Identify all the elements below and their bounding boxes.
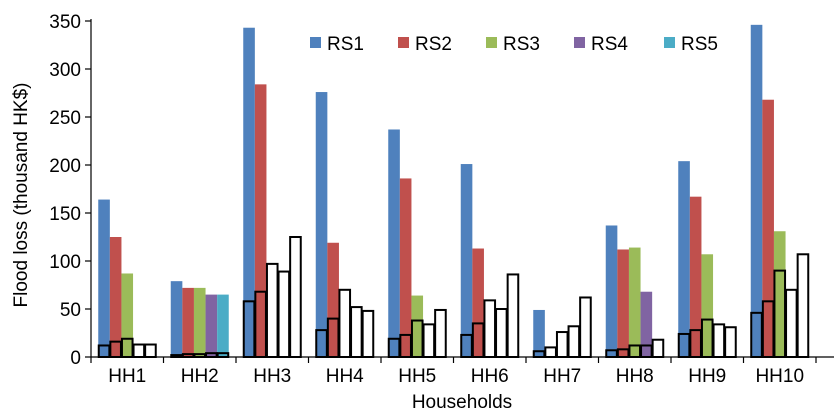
x-tick-label-hh2: HH2	[181, 366, 219, 387]
bar-rs1-hh1	[98, 199, 110, 357]
y-axis-title: Flood loss (thousand HK$)	[11, 83, 32, 308]
y-tick-label-150: 150	[49, 204, 81, 225]
bars-layer	[98, 24, 786, 358]
overlay-bar-rs5-hh10	[796, 253, 810, 358]
x-tick-label-hh1: HH1	[108, 366, 146, 387]
x-tick-label-hh8: HH8	[616, 366, 654, 387]
y-tick-label-200: 200	[49, 156, 81, 177]
overlay-bar-rs4-hh4	[350, 306, 363, 358]
bar-rs1-hh8	[605, 225, 618, 357]
bar-rs2-hh1	[109, 237, 122, 357]
overlay-bar-rs5-hh6	[506, 273, 520, 358]
bar-rs2-hh5	[399, 178, 412, 357]
bar-rs1-hh3	[243, 27, 255, 357]
overlay-bar-rs5-hh9	[724, 326, 737, 358]
x-tick-label-hh9: HH9	[688, 366, 726, 387]
bar-rs2-hh6	[472, 248, 484, 357]
overlay-bar-rs5-hh3	[289, 236, 302, 358]
bar-rs3-hh5	[411, 295, 424, 357]
x-tick-label-hh7: HH7	[543, 366, 581, 387]
overlay-bar-rs3-hh7	[555, 331, 569, 359]
overlay-bar-rs5-hh1	[144, 343, 157, 358]
overlay-bar-rs4-hh5	[422, 323, 436, 358]
bar-rs2-hh8	[617, 249, 629, 357]
legend-label-rs5: RS5	[681, 34, 718, 55]
legend-swatch-rs5	[664, 37, 675, 48]
y-tick-label-50: 50	[60, 300, 81, 321]
x-tick-label-hh10: HH10	[755, 366, 804, 387]
bar-rs3-hh2	[193, 287, 206, 357]
bar-rs2-hh4	[327, 242, 339, 357]
overlay-bar-rs3-hh4	[338, 288, 352, 358]
y-tick-label-0: 0	[70, 348, 81, 369]
legend-swatch-rs3	[486, 37, 497, 48]
bar-rs1-hh5	[388, 129, 400, 357]
legend-label-rs2: RS2	[415, 34, 452, 55]
x-tick-label-hh3: HH3	[253, 366, 291, 387]
y-tick-label-250: 250	[49, 108, 81, 129]
overlay-bar-rs4-hh3	[277, 270, 291, 358]
bar-rs1-hh7	[533, 309, 545, 357]
overlay-bar-rs3-hh6	[483, 299, 497, 358]
bar-rs3-hh8	[628, 247, 641, 357]
bar-rs2-hh10	[762, 99, 774, 357]
bar-rs1-hh2	[170, 281, 183, 357]
bar-rs5-hh2	[217, 294, 229, 357]
x-axis-title: Households	[412, 392, 512, 410]
legend-swatch-rs1	[310, 37, 321, 48]
overlay-bar-rs4-hh1	[132, 343, 146, 358]
bar-rs3-hh1	[121, 273, 134, 357]
bar-rs2-hh2	[182, 287, 194, 357]
overlay-bar-rs4-hh9	[712, 323, 726, 358]
overlay-bar-rs5-hh4	[361, 309, 375, 359]
bar-rs3-hh9	[701, 254, 714, 357]
overlay-bar-rs5-hh8	[651, 338, 665, 359]
y-tick-label-350: 350	[49, 12, 81, 33]
bar-rs2-hh9	[689, 196, 702, 357]
y-tick-label-300: 300	[49, 60, 81, 81]
legend-swatch-rs2	[398, 37, 409, 48]
x-tick-label-hh4: HH4	[326, 366, 364, 387]
legend-label-rs4: RS4	[591, 34, 628, 55]
y-tick-label-100: 100	[49, 252, 81, 273]
bar-rs1-hh10	[750, 24, 763, 358]
x-tick-label-hh6: HH6	[471, 366, 509, 387]
bar-rs1-hh4	[315, 92, 328, 357]
legend-swatch-rs4	[574, 37, 585, 48]
axes-layer: 0 50 100 150 200 250 300 350 HH1 HH2 HH3 HH4 HH5 HH6 H…	[49, 12, 834, 387]
legend: RS1 RS2 RS3 RS4 RS5	[310, 34, 718, 55]
bar-rs4-hh8	[640, 291, 653, 357]
overlay-bar-rs4-hh6	[495, 308, 508, 358]
overlay-bar-rs5-hh5	[434, 308, 447, 358]
overlay-bar-rs4-hh7	[567, 325, 581, 358]
bar-rs2-hh3	[254, 84, 267, 358]
bar-rs1-hh9	[678, 161, 690, 357]
x-tick-label-hh5: HH5	[398, 366, 436, 387]
bar-rs1-hh6	[460, 164, 473, 357]
overlay-bar-rs5-hh7	[579, 296, 592, 359]
legend-label-rs1: RS1	[327, 34, 364, 55]
bar-rs4-hh2	[205, 294, 218, 357]
bar-rs3-hh10	[773, 231, 786, 357]
overlay-bar-rs2-hh7	[544, 346, 557, 358]
legend-label-rs3: RS3	[503, 34, 540, 55]
overlay-bar-rs3-hh3	[265, 262, 279, 359]
overlay-bar-rs4-hh10	[785, 288, 798, 358]
